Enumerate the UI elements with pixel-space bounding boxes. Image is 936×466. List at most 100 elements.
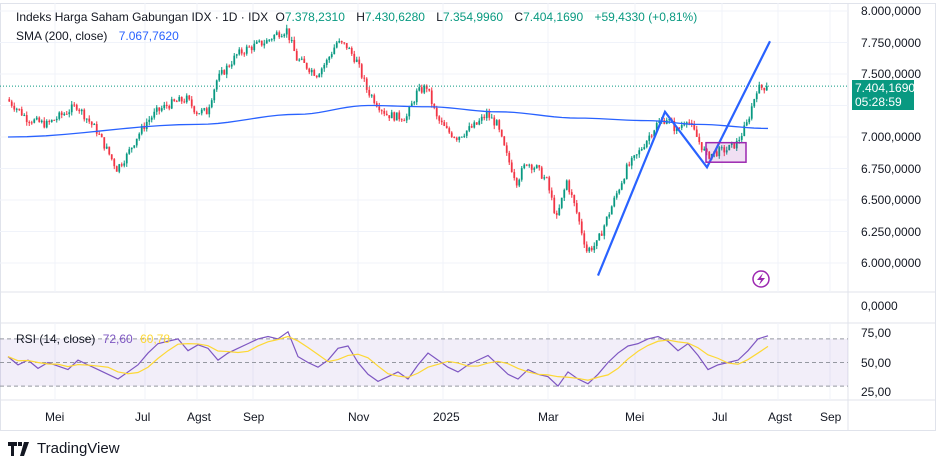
high-value: 7.430,6280 (364, 10, 425, 24)
tradingview-logo[interactable]: TradingView (8, 440, 120, 457)
candle-body (760, 84, 763, 88)
candle-body (743, 125, 746, 136)
candle-body (173, 99, 176, 102)
candle-body (273, 34, 276, 40)
candle-body (115, 166, 118, 172)
candle-body (493, 117, 496, 126)
candle-body (680, 125, 683, 128)
candle-body (153, 111, 156, 118)
candle-body (510, 162, 513, 173)
candle-body (175, 101, 178, 103)
candle-body (563, 189, 566, 198)
candle-body (738, 139, 741, 141)
candle-body (755, 93, 758, 100)
candle-body (333, 47, 336, 55)
candle-body (548, 177, 551, 191)
candle-body (148, 119, 151, 122)
candle-body (33, 119, 36, 123)
candle-body (118, 164, 121, 172)
candle-body (53, 119, 56, 121)
candle-body (550, 190, 553, 198)
candle-body (105, 146, 108, 149)
candle-body (265, 40, 268, 44)
candle-body (225, 65, 228, 75)
rsi-legend[interactable]: RSI (14, close) 72,60 60,78 (16, 332, 174, 346)
sma-legend[interactable]: SMA (200, close) 7.067,7620 (16, 29, 183, 43)
candle-body (470, 126, 473, 128)
rsi-ma-line (7, 335, 769, 381)
candle-body (383, 110, 386, 114)
candle-body (90, 121, 93, 125)
time-axis-label: Agst (768, 410, 793, 424)
candle-body (208, 107, 211, 115)
candle-body (400, 119, 403, 121)
candle-body (270, 39, 273, 41)
candle-body (348, 48, 351, 50)
candle-body (653, 130, 656, 137)
price-axis-label: 7.500,0000 (861, 67, 922, 81)
candle-body (368, 89, 371, 96)
candle-body (403, 120, 406, 122)
candle-body (220, 70, 223, 74)
candle-body (140, 125, 143, 134)
candle-body (440, 120, 443, 123)
candle-body (495, 120, 498, 126)
candle-body (453, 136, 456, 138)
candle-body (295, 51, 298, 61)
time-axis-label: Sep (243, 410, 265, 424)
candle-body (25, 115, 28, 123)
candle-body (305, 62, 308, 69)
candle-body (335, 42, 338, 48)
candle-body (128, 149, 131, 154)
candle-body (120, 164, 123, 166)
candle-body (73, 104, 76, 106)
candle-body (498, 120, 501, 130)
candle-body (450, 132, 453, 137)
candle-body (15, 108, 18, 110)
candle-body (468, 126, 471, 131)
candle-body (345, 43, 348, 49)
candle-body (758, 84, 761, 94)
candle-body (290, 40, 293, 42)
candle-body (188, 95, 191, 100)
candle-body (113, 159, 116, 167)
candle-body (330, 54, 333, 57)
candle-body (443, 122, 446, 126)
candle-body (488, 112, 491, 118)
candle-body (620, 183, 623, 190)
candle-body (733, 142, 736, 149)
candle-body (378, 106, 381, 111)
candle-body (668, 119, 671, 121)
brand-name: TradingView (37, 440, 120, 457)
candle-body (93, 124, 96, 126)
candle-body (605, 216, 608, 226)
candle-body (580, 221, 583, 234)
candle-body (13, 105, 16, 110)
candle-body (165, 104, 168, 106)
candle-body (428, 88, 431, 91)
candle-body (358, 59, 361, 65)
candle-body (198, 113, 201, 115)
candle-body (360, 64, 363, 78)
candle-body (735, 140, 738, 149)
candle-body (413, 102, 416, 104)
candle-body (353, 53, 356, 62)
candle-body (343, 42, 346, 44)
candle-body (558, 207, 561, 216)
candle-body (58, 112, 61, 119)
candle-body (135, 138, 138, 146)
candle-body (10, 101, 13, 106)
candle-body (698, 136, 701, 143)
candle-body (65, 113, 68, 115)
candle-body (68, 112, 71, 115)
candle-body (75, 104, 78, 110)
candle-body (323, 64, 326, 69)
candle-body (40, 120, 43, 123)
candle-body (610, 206, 613, 215)
rectangle-drawing (705, 141, 747, 163)
candle-body (193, 106, 196, 113)
last-price: 7.404,1690 (855, 81, 916, 95)
candle-body (108, 146, 111, 155)
candle-body (350, 48, 353, 54)
